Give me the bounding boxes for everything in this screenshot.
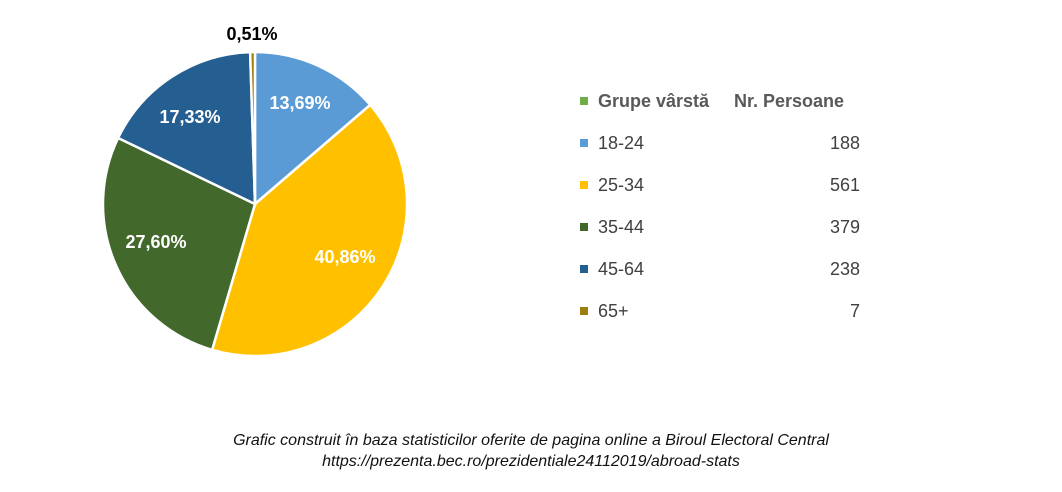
legend-item: 25-34 561 xyxy=(580,172,880,214)
pie-slice-35-44 xyxy=(101,136,257,352)
pie-data-label: 13,69% xyxy=(269,93,330,113)
legend-header-label: Grupe vârstă xyxy=(598,91,710,111)
legend-item-value: 379 xyxy=(829,217,860,237)
source-note-line-1: Grafic construit în baza statisticilor o… xyxy=(233,432,829,449)
legend-item-label: 45-64 xyxy=(598,259,645,279)
legend-swatch xyxy=(580,181,588,189)
pie-slices xyxy=(101,50,409,358)
legend-item-label: 25-34 xyxy=(598,175,645,195)
pie-data-label: 17,33% xyxy=(159,107,220,127)
pie-data-label: 0,51% xyxy=(226,24,277,44)
pie-labels: 13,69% 40,86% 27,60% 17,33% 0,51% xyxy=(125,24,375,267)
source-note: Grafic construit în baza statisticilor o… xyxy=(0,430,1062,472)
legend-item: 65+ 7 xyxy=(580,298,880,340)
legend-header: Grupe vârstă Nr. Persoane xyxy=(580,88,880,130)
legend-header-swatch xyxy=(580,97,588,105)
legend-item-value: 561 xyxy=(829,175,860,195)
legend-item-value: 238 xyxy=(829,259,860,279)
legend-swatch xyxy=(580,307,588,315)
legend-item: 45-64 238 xyxy=(580,256,880,298)
pie-slice-65plus xyxy=(248,50,257,205)
pie-slice-45-64 xyxy=(116,50,257,207)
pie-slice-25-34 xyxy=(210,103,409,358)
legend-swatch xyxy=(580,139,588,147)
pie-data-label: 40,86% xyxy=(314,247,375,267)
legend-item-value: 188 xyxy=(829,133,860,153)
legend-swatch xyxy=(580,223,588,231)
legend-item: 18-24 188 xyxy=(580,130,880,172)
legend-item-value: 7 xyxy=(849,301,860,321)
legend-swatch xyxy=(580,265,588,273)
legend: Grupe vârstă Nr. Persoane 18-24 188 25-3… xyxy=(580,88,880,340)
pie-slice-18-24 xyxy=(253,50,372,207)
legend-item: 35-44 379 xyxy=(580,214,880,256)
source-note-url: https://prezenta.bec.ro/prezidentiale241… xyxy=(322,453,740,470)
legend-item-label: 65+ xyxy=(598,301,629,321)
legend-item-label: 18-24 xyxy=(598,133,645,153)
pie-data-label: 27,60% xyxy=(125,232,186,252)
legend-header-value: Nr. Persoane xyxy=(734,91,845,111)
legend-item-label: 35-44 xyxy=(598,217,645,237)
